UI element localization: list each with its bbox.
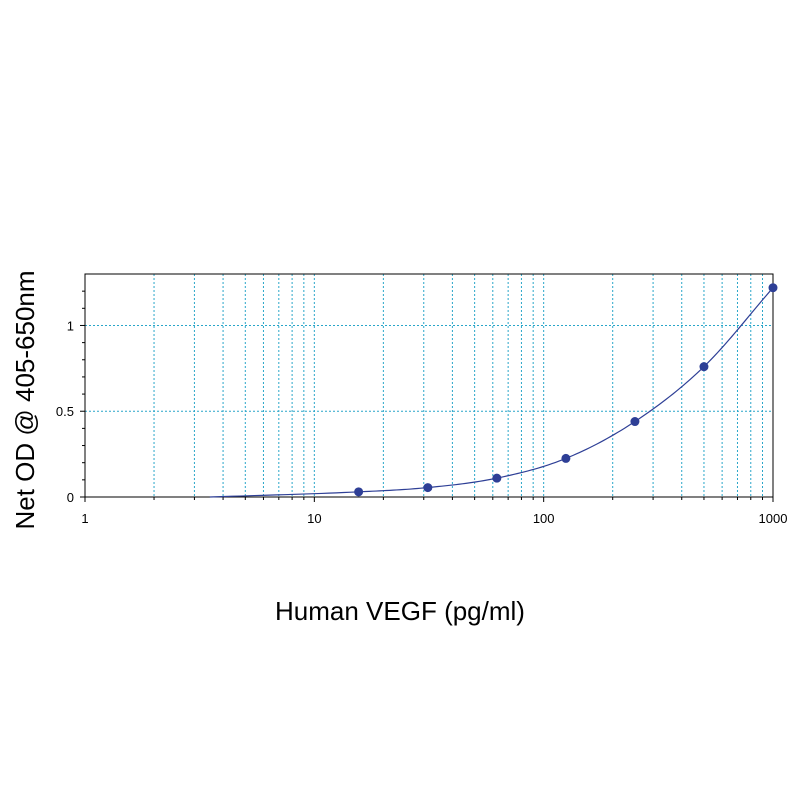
data-point [354, 487, 364, 497]
data-point [423, 483, 433, 493]
data-points [354, 283, 778, 497]
plot-frame [84, 273, 774, 498]
data-point [492, 473, 502, 483]
fit-curve [209, 287, 774, 498]
y-axis-title: Net OD @ 405-650nm [10, 270, 40, 529]
x-tick-label: 1 [81, 511, 88, 526]
y-tick-label: 0 [67, 490, 74, 505]
data-point [630, 417, 640, 427]
x-tick-label: 10 [307, 511, 321, 526]
data-point [768, 283, 778, 293]
x-axis-title: Human VEGF (pg/ml) [275, 596, 525, 626]
data-point [699, 362, 709, 372]
data-point [561, 453, 571, 463]
grid [85, 274, 773, 497]
y-tick-label: 0.5 [56, 404, 74, 419]
x-tick-label: 100 [533, 511, 555, 526]
axis-ticks [80, 290, 774, 502]
y-tick-label: 1 [67, 318, 74, 333]
x-tick-label: 1000 [759, 511, 788, 526]
tick-labels: 1 10 100 1000 0 0.5 1 [56, 318, 788, 526]
